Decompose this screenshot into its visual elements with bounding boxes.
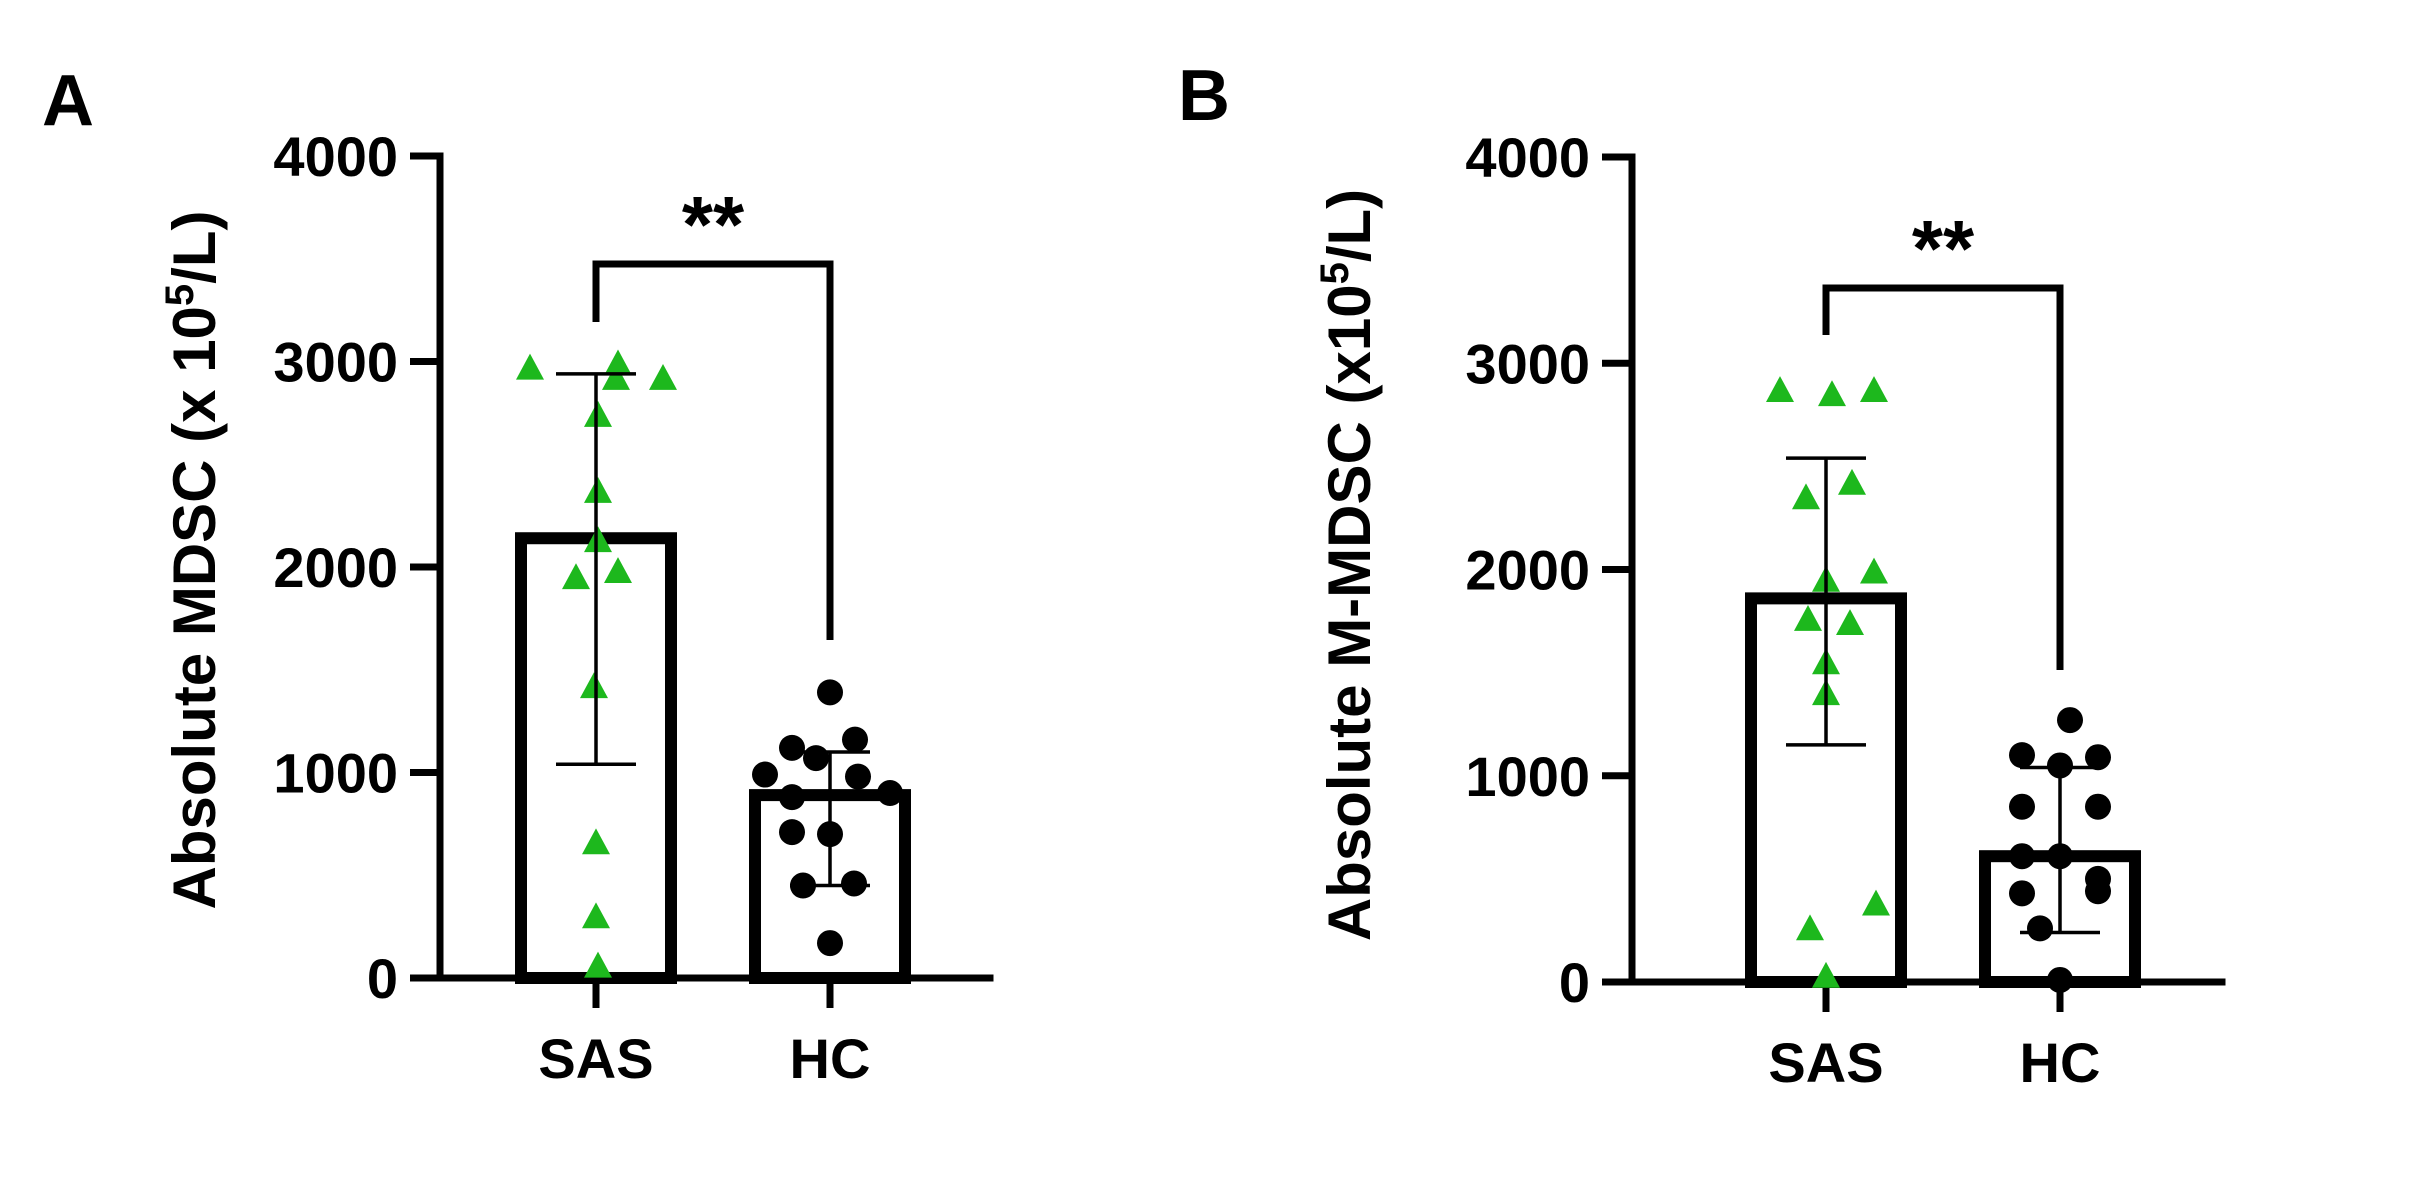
data-point-triangle bbox=[584, 476, 612, 503]
data-point-triangle bbox=[1818, 380, 1846, 407]
data-point-circle bbox=[2009, 742, 2035, 769]
data-point-circle bbox=[877, 780, 903, 807]
panel-label: B bbox=[1178, 56, 1230, 136]
y-tick-label: 1000 bbox=[273, 742, 398, 805]
data-point-triangle bbox=[1794, 605, 1822, 631]
data-point-circle bbox=[2085, 744, 2111, 771]
data-point-circle bbox=[779, 784, 805, 811]
data-point-circle bbox=[2085, 793, 2111, 820]
data-point-triangle bbox=[1792, 483, 1820, 510]
y-axis-title: Absolute MDSC (x 105/L) bbox=[158, 211, 228, 910]
data-point-circle bbox=[841, 870, 867, 897]
y-tick-label: 2000 bbox=[273, 536, 398, 599]
y-tick-label: 4000 bbox=[273, 125, 398, 188]
data-point-triangle bbox=[602, 363, 630, 390]
x-tick-label: SAS bbox=[1768, 1031, 1883, 1094]
data-point-triangle bbox=[1860, 557, 1888, 584]
data-point-triangle bbox=[582, 828, 610, 855]
data-point-triangle bbox=[582, 902, 610, 929]
data-point-triangle bbox=[1862, 889, 1890, 916]
significance-label: ** bbox=[1912, 204, 1975, 293]
y-tick-label: 0 bbox=[367, 947, 398, 1010]
data-point-circle bbox=[2085, 878, 2111, 905]
data-point-triangle bbox=[1812, 961, 1840, 988]
y-tick-label: 4000 bbox=[1465, 126, 1590, 189]
data-point-circle bbox=[752, 761, 778, 788]
data-point-circle bbox=[817, 930, 843, 957]
data-point-circle bbox=[779, 819, 805, 846]
y-tick-label: 1000 bbox=[1465, 745, 1590, 808]
significance-label: ** bbox=[682, 180, 745, 269]
x-tick-label: HC bbox=[2020, 1031, 2101, 1094]
data-point-circle bbox=[2009, 843, 2035, 870]
data-point-circle bbox=[2009, 793, 2035, 820]
data-point-triangle bbox=[1860, 376, 1888, 402]
data-point-circle bbox=[803, 745, 829, 772]
y-tick-label: 0 bbox=[1559, 951, 1590, 1014]
data-point-triangle bbox=[584, 526, 612, 553]
significance-bracket bbox=[1822, 284, 2064, 670]
data-point-circle bbox=[845, 763, 871, 790]
data-point-circle bbox=[842, 726, 868, 753]
x-tick-label: SAS bbox=[538, 1027, 653, 1090]
data-point-circle bbox=[2027, 915, 2053, 942]
chart-panel-a: A Absolute MDSC (x 105/L) 0 1000 2000 3000 400… bbox=[42, 61, 994, 1090]
y-tick-label: 3000 bbox=[1465, 332, 1590, 395]
data-point-circle bbox=[779, 734, 805, 761]
data-point-triangle bbox=[562, 563, 590, 590]
data-point-triangle bbox=[604, 557, 632, 584]
y-tick-label: 2000 bbox=[1465, 539, 1590, 602]
data-point-triangle bbox=[1836, 609, 1864, 636]
data-point-circle bbox=[2047, 752, 2073, 779]
x-tick-label: HC bbox=[790, 1027, 871, 1090]
y-tick-label: 3000 bbox=[273, 331, 398, 394]
data-point-circle bbox=[2057, 707, 2083, 734]
y-axis-title: Absolute M-MDSC (x105/L) bbox=[1313, 189, 1383, 941]
data-point-circle bbox=[817, 679, 843, 706]
data-point-circle bbox=[2009, 880, 2035, 907]
data-point-triangle bbox=[516, 353, 544, 380]
data-point-triangle bbox=[604, 349, 632, 376]
chart-panel-b: B Absolute M-MDSC (x105/L) 0 1000 2000 3000 40… bbox=[1178, 56, 2226, 1094]
panel-label: A bbox=[42, 61, 94, 141]
significance-bracket bbox=[592, 260, 834, 640]
data-point-triangle bbox=[1766, 376, 1794, 402]
data-point-triangle bbox=[584, 400, 612, 427]
data-point-triangle bbox=[584, 951, 612, 978]
data-point-triangle bbox=[1838, 468, 1866, 495]
data-point-circle bbox=[2047, 966, 2073, 993]
data-point-triangle bbox=[649, 363, 677, 390]
data-point-triangle bbox=[1796, 914, 1824, 941]
data-point-triangle bbox=[580, 672, 608, 699]
